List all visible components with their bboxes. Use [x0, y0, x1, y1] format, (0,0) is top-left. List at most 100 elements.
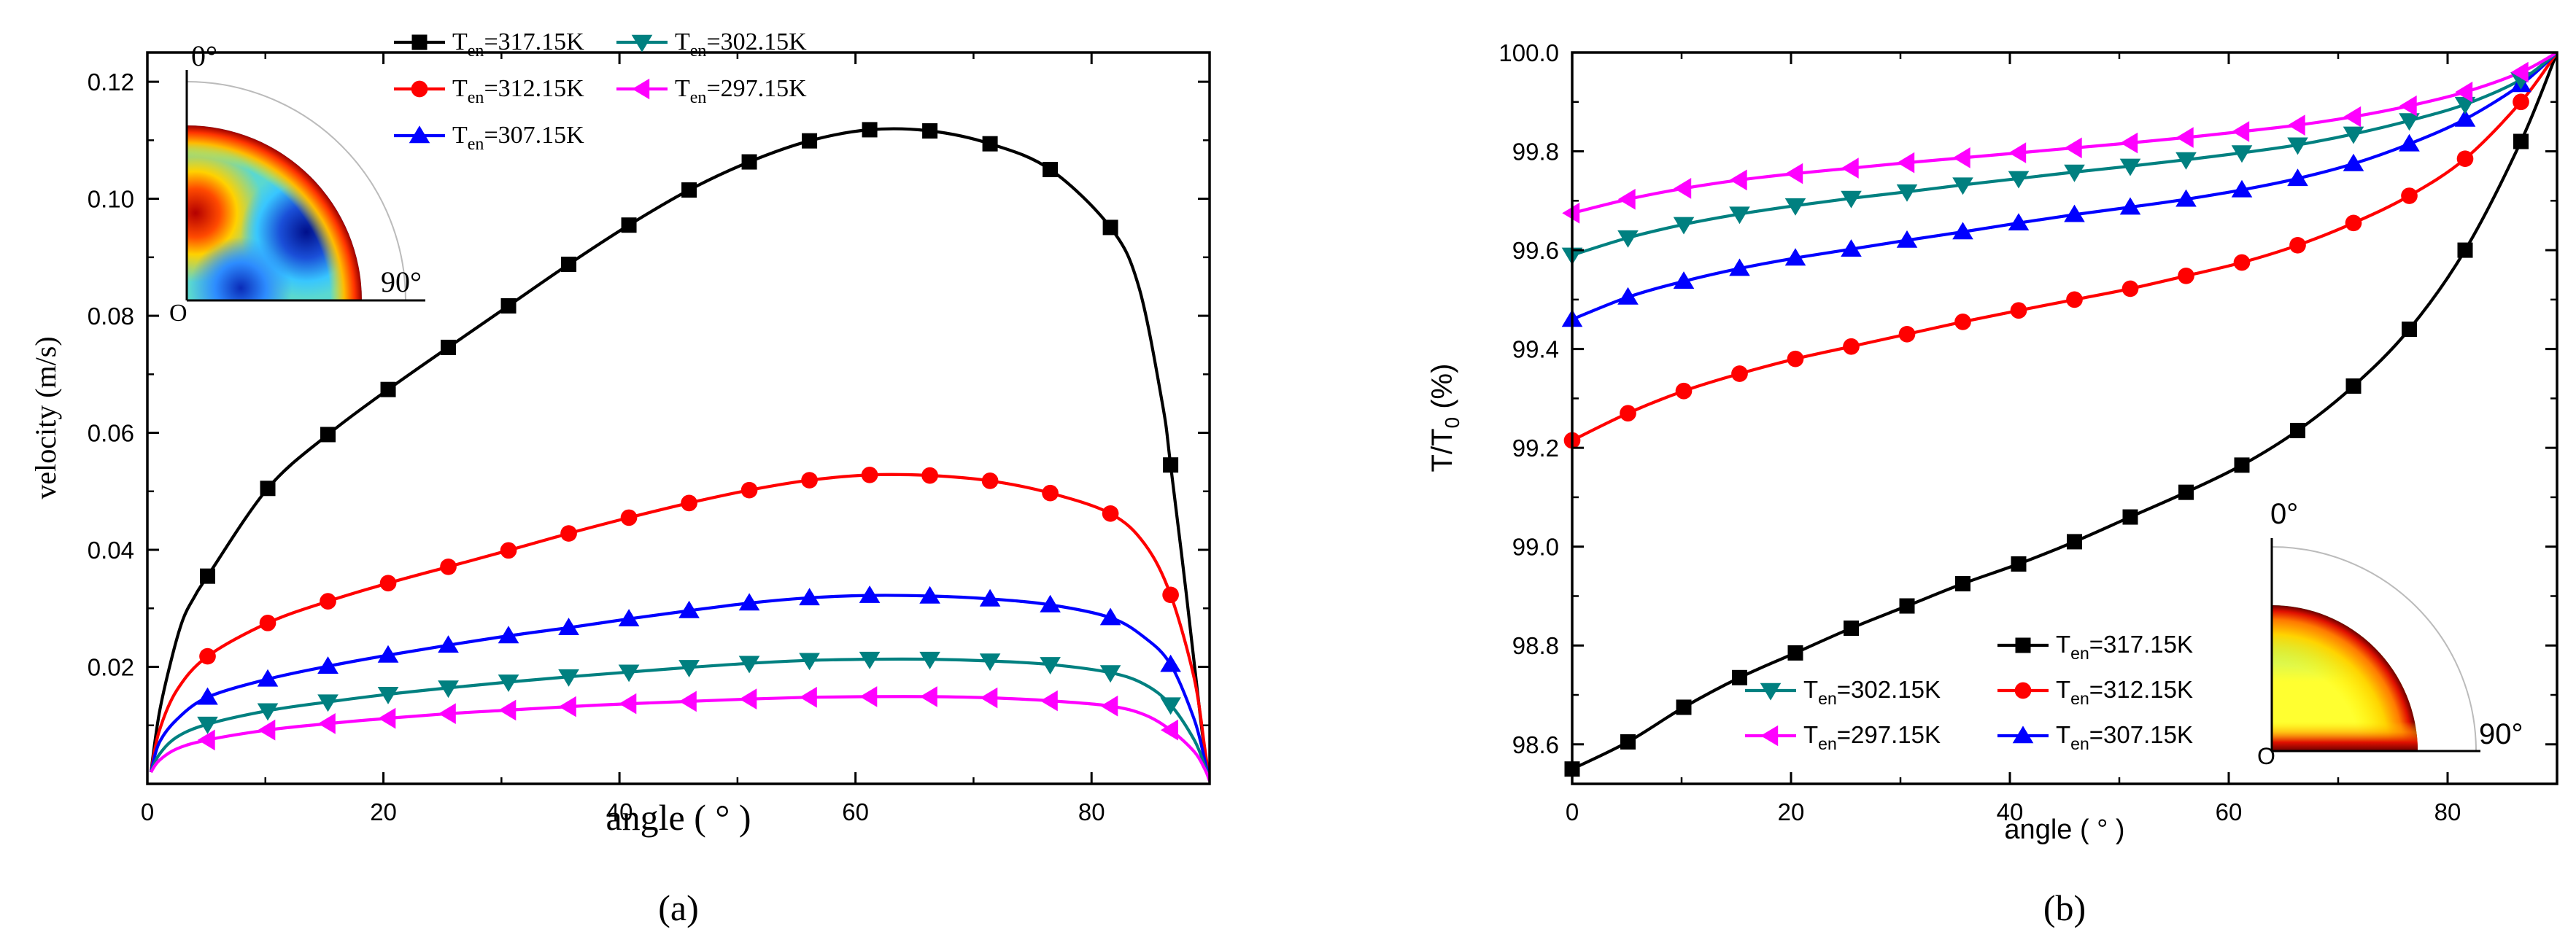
data-point-4-1 — [258, 719, 276, 741]
plot-frame — [1571, 51, 2558, 785]
data-point-0-11 — [2178, 484, 2194, 500]
data-point-3-11 — [2175, 152, 2197, 170]
y-tick-label: 0.08 — [88, 303, 134, 330]
data-point-2-3 — [377, 645, 399, 663]
legend-label: Ten=307.15K — [452, 122, 584, 154]
legend-label: Ten=317.15K — [2056, 631, 2193, 663]
data-point-4-9 — [2064, 137, 2082, 159]
data-point-3-12 — [919, 651, 940, 669]
data-point-0-4 — [441, 339, 457, 355]
legend-label-value: =297.15K — [706, 75, 807, 102]
data-point-2-7 — [1952, 222, 1973, 240]
y-tick-label: 99.2 — [1512, 435, 1559, 462]
data-point-0-10 — [2122, 509, 2138, 525]
panel-label: (a) — [658, 887, 699, 928]
data-point-3-9 — [2064, 164, 2085, 182]
y-axis-label-unit: (%) — [1426, 364, 1458, 417]
data-point-3-15 — [1099, 665, 1121, 683]
inset-quadrant — [2272, 605, 2418, 751]
legend-label: Ten=297.15K — [1803, 721, 1941, 753]
legend-label: Ten=312.15K — [2056, 676, 2193, 708]
x-tick-label: 80 — [2434, 798, 2461, 825]
data-point-0-13 — [982, 136, 998, 152]
data-point-4-13 — [980, 687, 998, 709]
legend-label-symbol: T — [452, 75, 468, 102]
data-point-1-6 — [1898, 325, 1916, 343]
data-point-3-10 — [799, 653, 820, 671]
data-point-4-12 — [919, 686, 937, 707]
data-point-4-3 — [378, 707, 396, 729]
panel-label: (b) — [2043, 887, 2086, 928]
data-point-0-9 — [741, 154, 757, 170]
data-point-3-8 — [678, 660, 700, 677]
data-point-2-2 — [317, 656, 339, 674]
data-point-1-12 — [921, 467, 938, 484]
data-point-0-14 — [1043, 161, 1059, 177]
data-point-2-6 — [1896, 230, 1918, 248]
legend-label-subscript: en — [468, 135, 484, 154]
y-axis: 98.6 98.8 99.0 99.2 99.4 99.6 99.8 100.0 — [1498, 39, 2557, 758]
data-point-1-11 — [2178, 267, 2194, 284]
data-point-4-3 — [1729, 169, 1747, 191]
data-point-2-13 — [2287, 168, 2308, 187]
data-point-4-16 — [1161, 719, 1178, 741]
data-point-0-1 — [1620, 734, 1636, 750]
legend-label: Ten=302.15K — [675, 28, 807, 61]
data-point-4-8 — [678, 691, 697, 712]
data-point-1-10 — [2121, 280, 2139, 298]
legend-label-subscript: en — [2070, 644, 2089, 663]
data-point-0-5 — [1844, 621, 1859, 637]
data-point-2-6 — [558, 618, 579, 635]
data-point-4-12 — [2232, 121, 2250, 142]
legend-label-value: =302.15K — [706, 28, 807, 55]
data-point-2-8 — [678, 600, 700, 618]
data-point-4-1 — [1617, 188, 1636, 210]
data-point-2-4 — [438, 635, 459, 653]
data-point-4-10 — [799, 686, 817, 708]
data-point-4-15 — [2399, 95, 2417, 117]
x-tick-label: 0 — [141, 798, 154, 825]
data-point-3-3 — [1729, 206, 1750, 225]
inset-label-origin: O — [2257, 743, 2275, 769]
y-tick-label: 0.04 — [88, 537, 134, 564]
data-point-2-13 — [979, 588, 1001, 607]
data-point-2-10 — [2119, 197, 2141, 215]
series-curves — [1572, 52, 2557, 771]
data-point-3-1 — [257, 703, 279, 721]
data-point-3-12 — [2231, 145, 2253, 163]
data-point-3-2 — [317, 694, 339, 712]
series-line-3 — [149, 657, 1210, 782]
y-axis: 0.02 0.04 0.06 0.08 0.10 0.12 — [88, 69, 1210, 727]
data-point-3-6 — [558, 669, 579, 687]
panel-b: 0 20 40 60 80 98.6 98.8 99.0 99.2 99.4 99.6 99.8 100… — [1426, 39, 2558, 928]
data-point-0-16 — [1163, 457, 1179, 473]
data-point-4-6 — [1897, 152, 1915, 174]
y-tick-label: 99.6 — [1512, 237, 1559, 264]
data-point-3-5 — [1841, 190, 1862, 209]
data-point-0-7 — [621, 217, 637, 233]
data-point-3-4 — [438, 680, 459, 699]
series-line-0 — [1572, 52, 2557, 771]
data-point-1-16 — [1162, 586, 1179, 604]
x-axis: 0 20 40 60 80 — [1566, 52, 2461, 825]
inset-rim — [187, 125, 362, 300]
series-line-2 — [149, 594, 1210, 782]
y-tick-label: 0.12 — [88, 69, 134, 96]
series-line-1 — [149, 472, 1210, 782]
data-point-3-2 — [1673, 217, 1695, 235]
series-line-2 — [1572, 52, 2557, 321]
data-point-1-1 — [259, 615, 276, 631]
y-tick-label: 98.6 — [1512, 731, 1559, 758]
data-point-2-9 — [2064, 204, 2085, 222]
inset-temperature-field: 0° 90° O — [2257, 498, 2523, 769]
legend-label-symbol: T — [2056, 721, 2070, 748]
legend-label-subscript: en — [690, 88, 707, 107]
data-point-2-14 — [1040, 594, 1061, 612]
y-tick-label: 0.02 — [88, 654, 134, 681]
series-line-4 — [150, 695, 1210, 782]
legend-label-value: =307.15K — [2089, 721, 2193, 748]
data-point-3-4 — [1784, 198, 1806, 216]
data-point-1-13 — [981, 472, 999, 489]
legend-label-subscript: en — [468, 42, 484, 61]
data-point-3-9 — [738, 656, 760, 674]
